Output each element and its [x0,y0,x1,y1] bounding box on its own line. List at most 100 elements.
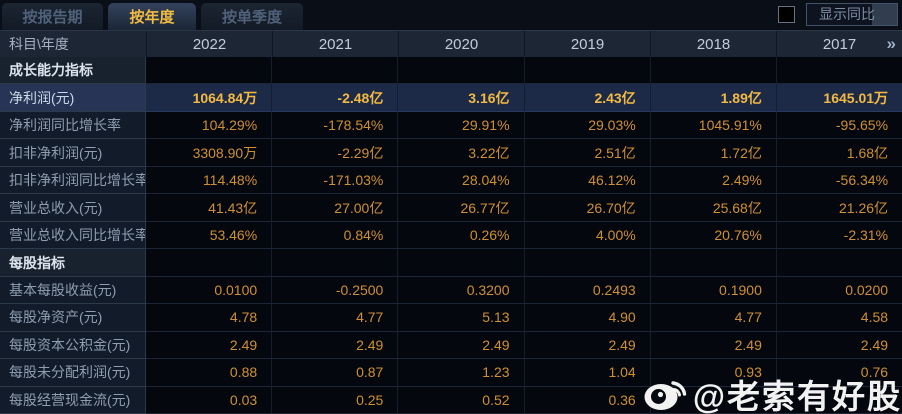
cell-value [271,249,398,277]
row-label: 扣非净利润同比增长率 [0,166,146,195]
cell-value: 41.43亿 [146,194,272,222]
cell-value: 0.93 [649,359,776,387]
cell-value: -2.31% [775,221,902,250]
cell-value: 28.04% [397,166,524,195]
cell-value: 1.89亿 [649,84,776,112]
cell-value: 2.49 [649,331,776,360]
cell-value: 1.23 [397,359,524,387]
cell-value: 29.03% [523,111,650,140]
cell-value: 4.00% [523,221,650,250]
row-label: 营业总收入同比增长率 [0,221,146,250]
year-column-header: 2020 [398,31,524,57]
cell-value [397,57,524,85]
cell-value: 1064.84万 [146,84,272,112]
cell-value: 2.49 [397,331,524,360]
cell-value: 5.13 [397,304,524,332]
year-column-header: 2017» [776,31,902,57]
row-label: 每股经营现金流(元) [0,386,146,414]
cell-value: 3308.90万 [146,139,272,167]
cell-value: 0.84% [271,221,398,250]
cell-value: 0.0200 [775,276,902,305]
cell-value [775,386,902,414]
cell-value: 0.2493 [523,276,650,305]
row-label: 净利润同比增长率 [0,111,146,140]
cell-value [649,386,776,414]
cell-value: 2.49 [523,331,650,360]
tab-by-report-period[interactable]: 按报告期 [2,3,103,30]
cell-value [523,57,650,85]
tab-by-single-quarter[interactable]: 按单季度 [201,3,303,30]
cell-value: 21.26亿 [775,194,902,222]
table-row: 每股未分配利润(元) 0.88 0.87 1.23 1.04 0.93 0.76 [0,359,902,387]
cell-value: 1.04 [523,359,650,387]
year-column-header: 2022 [146,31,272,57]
table-header-row: 科目\年度 2022 2021 2020 2019 2018 2017» [0,30,902,57]
cell-value [775,57,902,85]
cell-value: 20.76% [649,221,776,250]
cell-value: -2.29亿 [271,139,398,167]
table-row: 扣非净利润同比增长率 114.48% -171.03% 28.04% 46.12% 2.4… [0,166,902,195]
show-yoy-button[interactable]: 显示同比 [806,3,898,26]
show-yoy-checkbox[interactable] [778,6,795,23]
table-row: 每股净资产(元) 4.78 4.77 5.13 4.90 4.77 4.58 [0,304,902,332]
table-row: 净利润同比增长率 104.29% -178.54% 29.91% 29.03% 1045.… [0,111,902,140]
cell-value: 0.1900 [649,276,776,305]
row-label: 每股指标 [0,249,146,277]
cell-value: -2.48亿 [271,84,398,112]
table-row: 营业总收入同比增长率 53.46% 0.84% 0.26% 4.00% 20.76% -2.… [0,221,902,250]
cell-value [397,249,524,277]
cell-value: 26.77亿 [397,194,524,222]
cell-value: 0.88 [146,359,272,387]
cell-value: -95.65% [775,111,902,140]
cell-value: 2.49 [271,331,398,360]
cell-value: 46.12% [523,166,650,195]
cell-value: 0.0100 [146,276,272,305]
cell-value: -178.54% [271,111,398,140]
table-row: 基本每股收益(元) 0.0100 -0.2500 0.3200 0.2493 0.1900… [0,276,902,305]
cell-value: 1645.01万 [775,84,902,112]
cell-value [271,57,398,85]
table-row: 营业总收入(元) 41.43亿 27.00亿 26.77亿 26.70亿 25.68亿 21… [0,194,902,222]
cell-value: 26.70亿 [523,194,650,222]
cell-value: 25.68亿 [649,194,776,222]
cell-value: 104.29% [146,111,272,140]
cell-value: 4.78 [146,304,272,332]
cell-value: 2.51亿 [523,139,650,167]
row-label: 每股资本公积金(元) [0,331,146,360]
cell-value: 0.76 [775,359,902,387]
tab-by-year[interactable]: 按年度 [108,3,196,30]
row-label: 成长能力指标 [0,57,146,85]
cell-value: 0.52 [397,386,524,414]
cell-value: 2.49 [146,331,272,360]
cell-value: 29.91% [397,111,524,140]
cell-value: 53.46% [146,221,272,250]
cell-value: 4.77 [271,304,398,332]
cell-value: 2.49 [775,331,902,360]
cell-value: 0.36 [523,386,650,414]
cell-value: 1.68亿 [775,139,902,167]
period-tabbar: 按报告期 按年度 按单季度 显示同比 [0,0,902,30]
cell-value: -0.2500 [271,276,398,305]
corner-header-label: 科目\年度 [9,36,69,52]
table-row: 成长能力指标 [0,57,902,85]
cell-value: 114.48% [146,166,272,195]
cell-value: 0.26% [397,221,524,250]
cell-value: 3.22亿 [397,139,524,167]
year-column-header: 2019 [524,31,650,57]
year-column-header: 2018 [650,31,776,57]
year-column-header: 2021 [272,31,398,57]
cell-value: 4.90 [523,304,650,332]
table-row: 净利润(元) 1064.84万 -2.48亿 3.16亿 2.43亿 1.89亿 1645.… [0,84,902,112]
cell-value: 0.25 [271,386,398,414]
cell-value: 3.16亿 [397,84,524,112]
row-label: 营业总收入(元) [0,194,146,222]
cell-value: 4.58 [775,304,902,332]
cell-value [146,57,272,85]
cell-value [649,249,776,277]
cell-value: 0.87 [271,359,398,387]
cell-value: 1045.91% [649,111,776,140]
table-row: 每股资本公积金(元) 2.49 2.49 2.49 2.49 2.49 2.49 [0,331,902,360]
cell-value: 4.77 [649,304,776,332]
table-row: 扣非净利润(元) 3308.90万 -2.29亿 3.22亿 2.51亿 1.72亿 1.6… [0,139,902,167]
more-columns-icon[interactable]: » [886,34,896,53]
